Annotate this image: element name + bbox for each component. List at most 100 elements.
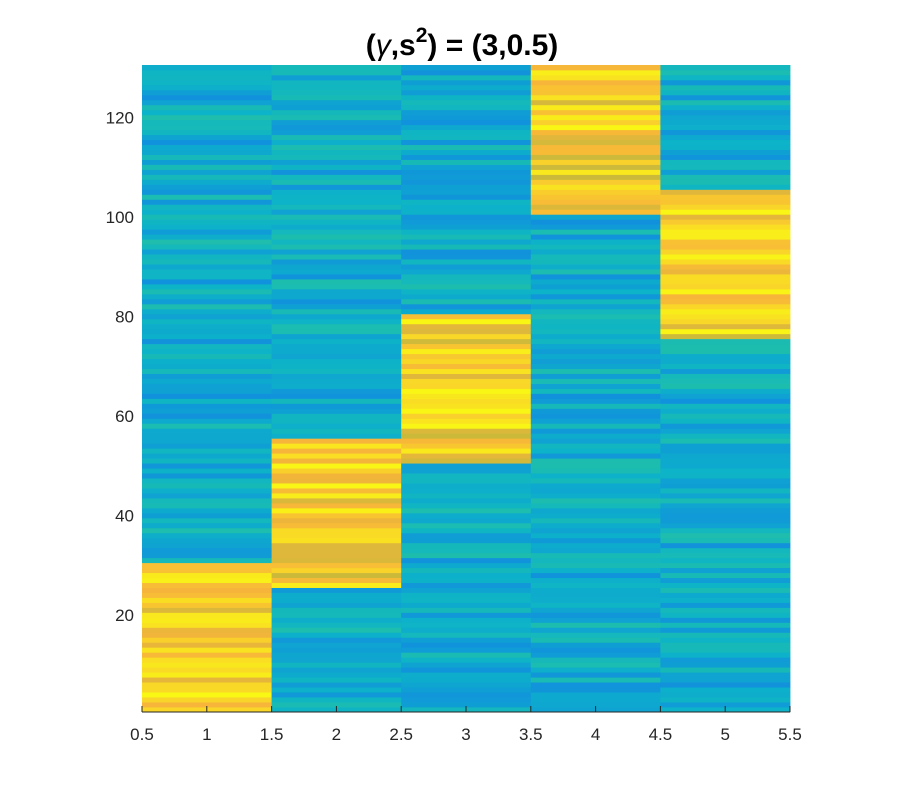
heatmap-cell [401,194,532,200]
heatmap-cell [660,264,791,270]
heatmap-cell [401,552,532,559]
heatmap-cell [530,552,661,559]
heatmap-cell [660,423,791,429]
heatmap-cell [142,562,272,569]
heatmap-cell [142,328,272,335]
heatmap-cell [271,557,402,564]
heatmap-cell [401,398,532,404]
heatmap-cell [530,139,661,146]
heatmap-cell [660,194,791,200]
heatmap-cell [142,532,272,539]
heatmap-cell [142,702,272,708]
heatmap-cell [142,209,272,215]
heatmap-cell [660,517,791,524]
heatmap-cell [271,692,402,698]
heatmap-cell [660,333,791,340]
x-tick-label: 3 [461,725,470,744]
heatmap-cell [271,403,402,409]
heatmap-cell [660,607,791,613]
x-tick-label: 5 [720,725,729,744]
heatmap-cell [660,398,791,404]
heatmap-cell [660,552,791,559]
heatmap-cell [142,557,272,564]
heatmap-cell [401,79,532,86]
heatmap-cell [271,279,402,285]
heatmap-cell [660,587,791,593]
heatmap-cell [530,702,661,708]
heatmap-cell [660,189,791,195]
heatmap-cell [142,214,272,220]
x-tick-label: 4 [591,725,600,744]
heatmap-cell [271,139,402,146]
heatmap-cell [142,199,272,205]
heatmap-cell [401,184,532,190]
heatmap-cell [142,264,272,270]
heatmap-cell [401,353,532,360]
heatmap-cell [530,269,661,275]
heatmap-cell [401,318,532,325]
heatmap-cell [142,632,272,638]
heatmap-cell [142,652,272,658]
heatmap-cell [401,647,532,653]
heatmap-cell [142,274,272,280]
heatmap-cell [401,582,532,588]
heatmap-cell [142,408,272,414]
heatmap-cell [271,627,402,633]
heatmap-cell [660,433,791,439]
heatmap-cell [271,687,402,693]
heatmap-cell [530,194,661,200]
heatmap-cell [142,423,272,429]
heatmap-cell [271,219,402,225]
heatmap-cell [660,164,791,170]
heatmap-cell [142,129,272,136]
heatmap-cell [271,239,402,245]
heatmap-cell [142,542,272,549]
heatmap-cell [530,463,661,469]
heatmap-cell [401,567,532,574]
heatmap-cell [530,537,661,544]
heatmap-cell [142,403,272,409]
heatmap-cell [530,378,661,384]
heatmap-cell [142,488,272,494]
heatmap-cell [530,512,661,519]
heatmap-cell [271,502,402,509]
heatmap-cell [401,154,532,160]
heatmap-cell [660,199,791,205]
heatmap-cell [271,428,402,434]
x-tick-label: 3.5 [519,725,543,744]
heatmap-cell [401,617,532,623]
heatmap-cell [530,313,661,320]
heatmap-cell [142,109,272,116]
heatmap-cell [660,139,791,146]
heatmap-cell [660,438,791,444]
heatmap-cell [271,423,402,429]
heatmap-cell [142,134,272,141]
heatmap-cell [271,458,402,464]
heatmap-cell [530,493,661,499]
heatmap-cell [530,94,661,101]
heatmap-cell [142,169,272,175]
heatmap-cell [401,622,532,628]
heatmap-cell [142,512,272,519]
heatmap-cell [401,383,532,389]
heatmap-cell [271,473,402,479]
heatmap-cell [271,483,402,489]
heatmap-cell [401,229,532,235]
heatmap-cell [660,169,791,175]
heatmap-cell [401,463,532,469]
heatmap-cell [271,79,402,86]
heatmap-cell [142,418,272,424]
y-tick-label: 100 [106,208,134,227]
heatmap-cell [142,493,272,499]
heatmap-cell [271,572,402,579]
heatmap-cell [401,423,532,429]
heatmap-cell [271,353,402,360]
heatmap-cell [660,343,791,350]
heatmap-cell [660,388,791,394]
heatmap-cell [142,692,272,698]
heatmap-cell [401,209,532,215]
heatmap-cell [530,179,661,185]
heatmap-cell [530,612,661,618]
heatmap-cell [660,602,791,608]
heatmap-cell [660,79,791,86]
